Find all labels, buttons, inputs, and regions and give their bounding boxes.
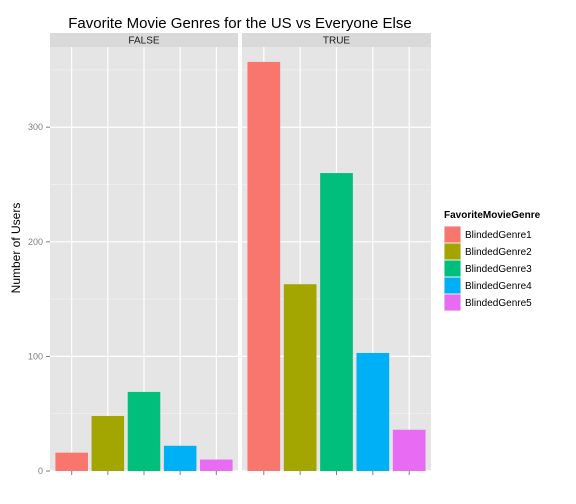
legend-swatch [444, 277, 461, 294]
legend-label: BlindedGenre5 [465, 298, 532, 309]
chart-title: Favorite Movie Genres for the US vs Ever… [68, 15, 411, 32]
legend-item: BlindedGenre3 [444, 260, 532, 277]
legend-label: BlindedGenre3 [465, 264, 532, 275]
bar-false-blindedgenre4 [163, 445, 197, 471]
y-tick-label: 100 [28, 351, 43, 361]
legend-item: BlindedGenre4 [444, 277, 532, 294]
bar-true-blindedgenre1 [247, 61, 281, 471]
legend-label: BlindedGenre2 [465, 247, 532, 258]
legend-title: FavoriteMovieGenre [444, 210, 541, 221]
bar-true-blindedgenre4 [356, 352, 390, 471]
y-tick-label: 300 [28, 122, 43, 132]
legend-item: BlindedGenre1 [444, 226, 532, 243]
facet-strip-label: TRUE [323, 36, 351, 47]
facet-strip [242, 33, 431, 47]
panels: FALSE TRUE 0 100 200 300 [28, 33, 431, 476]
legend-item: BlindedGenre5 [444, 294, 532, 311]
bar-false-blindedgenre2 [91, 415, 125, 471]
legend-swatch [444, 260, 461, 277]
y-tick-label: 0 [38, 466, 43, 476]
bar-true-blindedgenre5 [392, 429, 426, 471]
legend-label: BlindedGenre1 [465, 230, 532, 241]
legend-swatch [444, 243, 461, 260]
legend-label: BlindedGenre4 [465, 281, 532, 292]
legend: FavoriteMovieGenre BlindedGenre1 BlindedG… [444, 210, 541, 311]
legend-swatch [444, 294, 461, 311]
bar-false-blindedgenre1 [55, 452, 88, 471]
panel-false: FALSE [50, 33, 238, 475]
y-tick-label: 200 [28, 237, 43, 247]
bar-true-blindedgenre2 [283, 284, 317, 471]
bar-true-blindedgenre3 [320, 173, 353, 471]
y-axis-title: Number of Users [9, 203, 23, 294]
bar-false-blindedgenre3 [127, 391, 161, 471]
legend-item: BlindedGenre2 [444, 243, 532, 260]
panel-true: TRUE [242, 33, 431, 475]
facet-strip-label: FALSE [128, 36, 159, 47]
y-axis: 0 100 200 300 [28, 122, 50, 476]
legend-swatch [444, 226, 461, 243]
bar-false-blindedgenre5 [200, 459, 233, 471]
facet-strip [50, 33, 238, 47]
